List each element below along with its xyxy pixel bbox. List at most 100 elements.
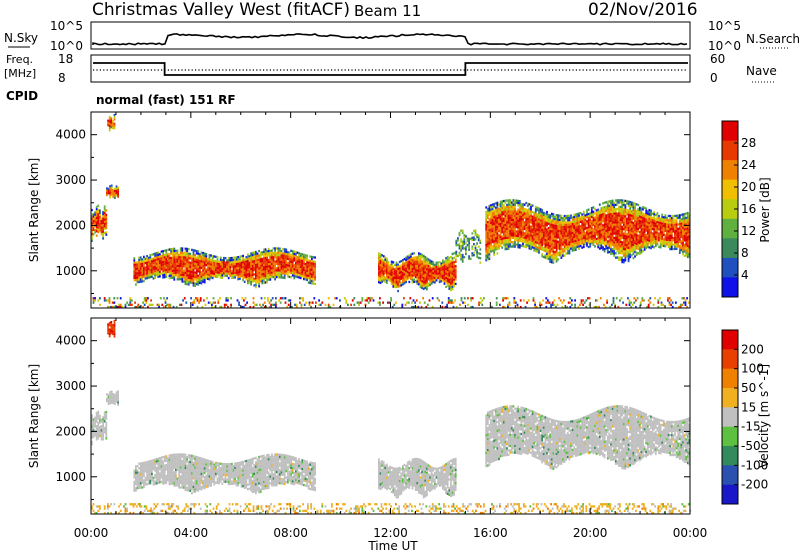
heatmap-cell xyxy=(474,249,477,252)
heatmap-cell xyxy=(224,270,227,273)
heatmap-cell xyxy=(137,303,140,306)
heatmap-cell xyxy=(670,228,673,231)
heatmap-cell xyxy=(493,249,496,252)
heatmap-cell xyxy=(619,199,622,202)
heatmap-cell xyxy=(520,218,523,221)
heatmap-cell xyxy=(186,263,188,266)
heatmap-cell xyxy=(465,241,467,245)
heatmap-cell xyxy=(450,271,452,274)
heatmap-cell xyxy=(471,247,474,250)
nsky-frame xyxy=(90,21,691,50)
heatmap-cell xyxy=(605,238,608,241)
heatmap-cell xyxy=(538,242,540,245)
heatmap-cell xyxy=(191,264,193,267)
heatmap-cell xyxy=(515,214,518,218)
heatmap-cell xyxy=(218,271,220,274)
heatmap-cell xyxy=(136,278,139,282)
heatmap-cell xyxy=(635,203,638,206)
heatmap-cell xyxy=(382,275,385,278)
heatmap-cell xyxy=(256,278,259,282)
heatmap-cell xyxy=(488,222,491,225)
heatmap-cell xyxy=(178,256,180,259)
heatmap-cell xyxy=(210,263,212,266)
heatmap-cell xyxy=(171,256,174,259)
heatmap-cell xyxy=(242,259,244,262)
heatmap-cell xyxy=(578,234,580,237)
heatmap-cell xyxy=(414,269,417,272)
heatmap-cell xyxy=(387,271,390,275)
heatmap-cell xyxy=(496,212,499,215)
heatmap-cell xyxy=(100,231,103,234)
heatmap-cell xyxy=(195,267,198,270)
heatmap-cell xyxy=(442,268,444,271)
heatmap-cell xyxy=(389,270,391,274)
heatmap-cell xyxy=(488,251,491,254)
nave-tick-bottom: 0 xyxy=(710,71,718,85)
heatmap-cell xyxy=(546,224,548,227)
heatmap-cell xyxy=(486,234,489,237)
heatmap-cell xyxy=(212,301,215,304)
heatmap-cell xyxy=(512,203,515,206)
heatmap-cell xyxy=(534,223,537,226)
heatmap-cell xyxy=(618,225,620,228)
heatmap-cell xyxy=(643,213,646,216)
heatmap-cell xyxy=(555,249,558,252)
heatmap-cell xyxy=(450,284,452,287)
heatmap-cell xyxy=(382,301,384,304)
heatmap-cell xyxy=(202,254,204,257)
heatmap-cell xyxy=(227,265,230,269)
heatmap-cell xyxy=(550,212,553,215)
heatmap-cell xyxy=(622,243,625,246)
heatmap-cell xyxy=(581,239,584,243)
heatmap-cell xyxy=(666,221,668,224)
heatmap-cell xyxy=(410,257,412,261)
heatmap-cell xyxy=(267,261,270,264)
heatmap-cell xyxy=(555,231,558,234)
heatmap-cell xyxy=(451,252,454,256)
heatmap-cell xyxy=(413,278,415,281)
heatmap-cell xyxy=(263,297,266,300)
heatmap-cell xyxy=(381,262,383,266)
heatmap-cell xyxy=(538,238,540,241)
heatmap-cell xyxy=(400,282,403,285)
heatmap-cell xyxy=(443,280,446,283)
heatmap-cell xyxy=(304,256,307,259)
heatmap-cell xyxy=(424,260,427,263)
heatmap-cell xyxy=(438,272,441,275)
heatmap-cell xyxy=(263,268,265,271)
heatmap-cell xyxy=(295,275,297,278)
heatmap-cell xyxy=(531,226,534,229)
heatmap-cell xyxy=(261,275,264,278)
heatmap-cell xyxy=(642,236,644,240)
heatmap-cell xyxy=(499,238,502,241)
heatmap-cell xyxy=(555,240,558,243)
heatmap-cell xyxy=(573,238,576,241)
heatmap-cell xyxy=(667,234,670,237)
heatmap-cell xyxy=(566,243,569,246)
heatmap-cell xyxy=(275,305,277,309)
heatmap-cell xyxy=(195,297,197,300)
heatmap-cell xyxy=(629,238,632,241)
heatmap-cell xyxy=(307,281,310,284)
heatmap-cell xyxy=(94,231,96,234)
heatmap-cell xyxy=(419,272,422,275)
heatmap-cell xyxy=(159,275,161,278)
heatmap-cell xyxy=(560,234,563,237)
heatmap-cell xyxy=(597,221,600,225)
heatmap-cell xyxy=(656,234,659,237)
heatmap-cell xyxy=(627,240,630,243)
heatmap-cell xyxy=(624,230,627,233)
heatmap-cell xyxy=(504,212,507,216)
heatmap-cell xyxy=(411,276,414,280)
heatmap-cell xyxy=(263,255,265,258)
heatmap-cell xyxy=(506,243,508,246)
heatmap-cell xyxy=(405,269,407,273)
heatmap-cell xyxy=(271,265,273,268)
heatmap-cell xyxy=(522,207,524,210)
heatmap-cell xyxy=(207,257,209,261)
heatmap-cell xyxy=(221,267,224,271)
heatmap-cell xyxy=(182,299,184,302)
heatmap-cell xyxy=(311,282,313,285)
heatmap-cell xyxy=(103,207,106,210)
heatmap-cell xyxy=(659,244,662,247)
